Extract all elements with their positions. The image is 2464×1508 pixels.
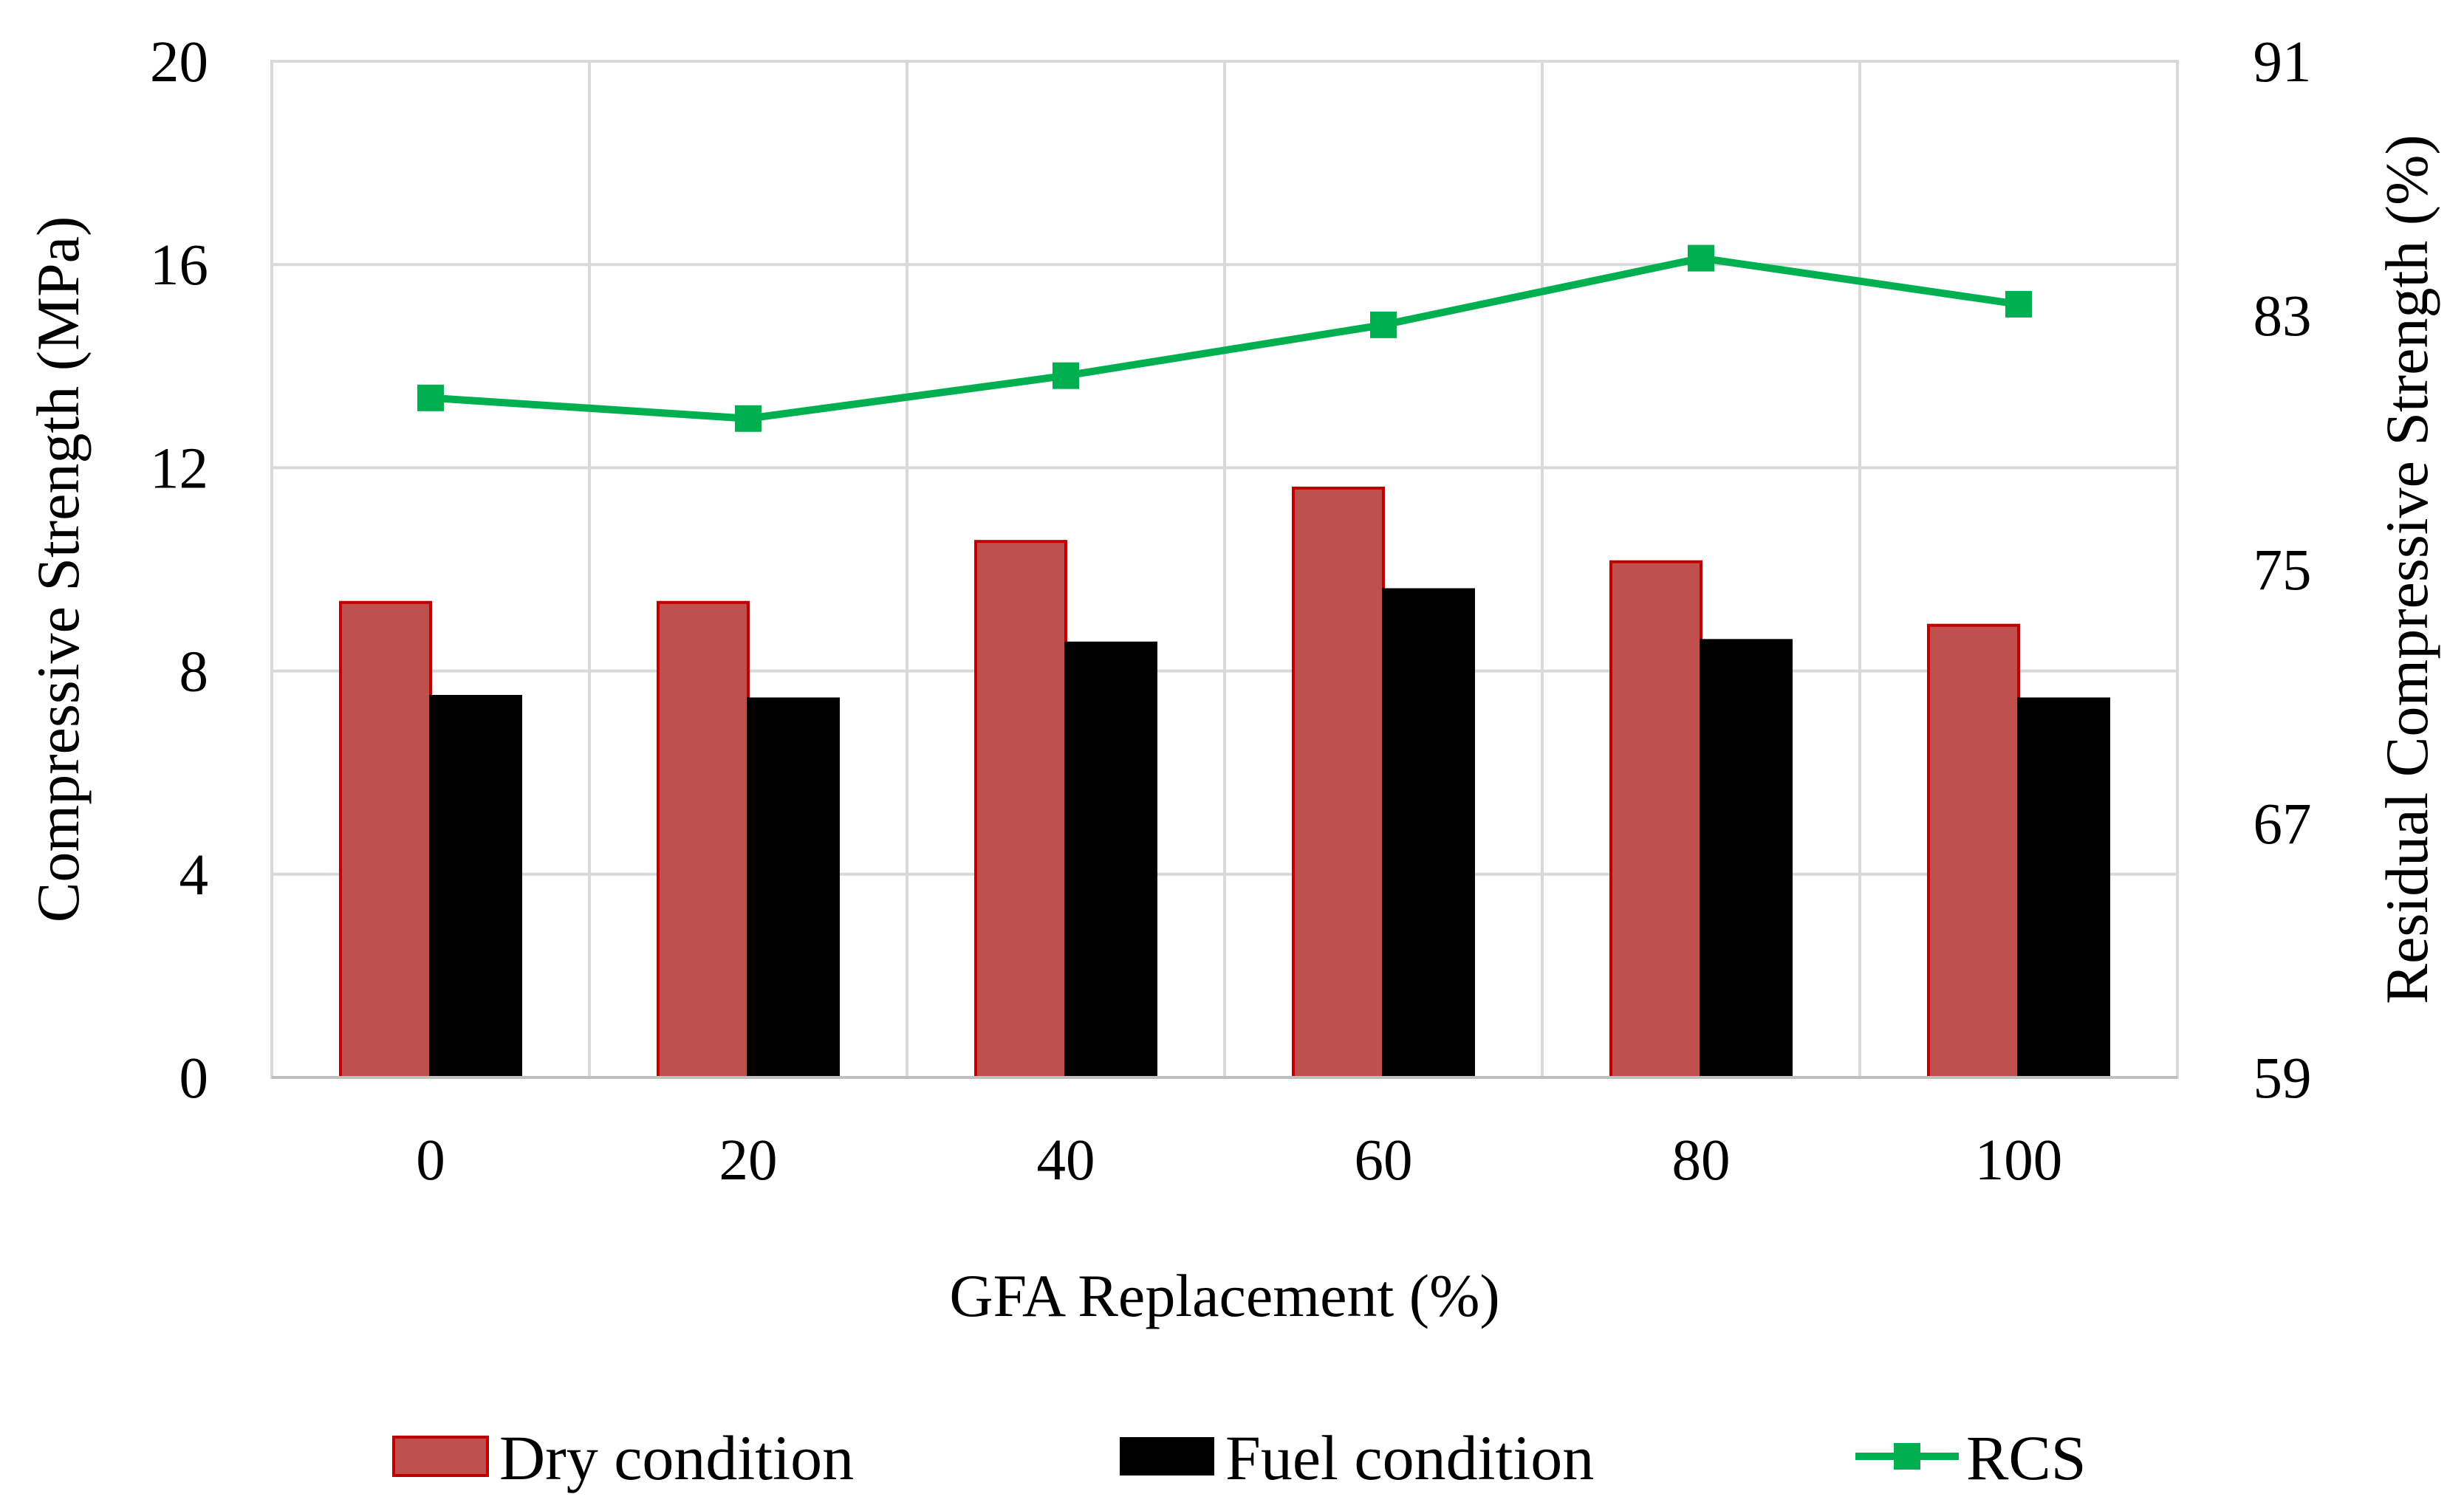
y-tick-label: 8: [179, 640, 209, 705]
legend-label-rcs: RCS: [1966, 1422, 2087, 1493]
y-tick-label: 4: [179, 843, 209, 908]
bar-fuel-condition: [2017, 697, 2110, 1079]
bar-dry-condition: [1292, 486, 1385, 1079]
y-tick-label: 20: [150, 30, 208, 95]
gridlines: [272, 60, 2177, 1077]
y2-tick-label: 91: [2253, 30, 2312, 95]
bar-dry-condition: [1927, 623, 2020, 1079]
legend-label-dry: Dry condition: [499, 1422, 854, 1493]
legend-swatch-dry: [392, 1436, 489, 1477]
bars-layer: [339, 486, 2110, 1079]
bar-dry-condition: [1609, 560, 1702, 1079]
legend-swatch-rcs-marker: [1894, 1443, 1920, 1470]
bar-fuel-condition: [429, 695, 522, 1079]
bar-fuel-condition: [1064, 641, 1157, 1079]
rcs-marker: [1370, 311, 1397, 338]
bar-fuel-condition: [747, 697, 840, 1079]
x-tick-label: 80: [1672, 1128, 1731, 1193]
x-tick-label: 40: [1037, 1128, 1095, 1193]
rcs-marker: [1053, 362, 1079, 389]
rcs-marker: [735, 405, 762, 432]
rcs-marker: [1688, 244, 1714, 272]
y2-axis-ticks: 59 67 75 83 91: [2253, 30, 2312, 1111]
x-axis-title: GFA Replacement (%): [949, 1262, 1499, 1329]
bar-fuel-condition: [1700, 639, 1793, 1079]
y-tick-label: 0: [179, 1046, 209, 1111]
y-tick-label: 12: [150, 436, 208, 501]
y2-axis-title: Residual Compressive Strength (%): [2373, 134, 2440, 1004]
rcs-marker: [417, 384, 444, 411]
y2-tick-label: 67: [2253, 792, 2312, 857]
legend: Dry condition Fuel condition RCS: [392, 1422, 2087, 1493]
legend-swatch-fuel: [1120, 1437, 1214, 1476]
y-axis-ticks: 0 4 8 12 16 20: [150, 30, 208, 1111]
x-tick-label: 20: [719, 1128, 778, 1193]
x-axis-ticks: 0 20 40 60 80 100: [416, 1128, 2062, 1193]
y-tick-label: 16: [150, 233, 208, 298]
rcs-marker: [2005, 290, 2032, 318]
rcs-line: [430, 254, 2019, 422]
rcs-line-layer: [417, 244, 2032, 432]
x-tick-label: 0: [416, 1128, 445, 1193]
y2-tick-label: 83: [2253, 284, 2312, 349]
x-tick-label: 100: [1975, 1128, 2063, 1193]
bar-dry-condition: [339, 600, 432, 1079]
y2-tick-label: 59: [2253, 1046, 2312, 1111]
y2-tick-label: 75: [2253, 538, 2312, 603]
x-tick-label: 60: [1355, 1128, 1413, 1193]
y-axis-title: Compressive Strength (MPa): [24, 216, 92, 923]
bar-dry-condition: [657, 600, 750, 1079]
legend-label-fuel: Fuel condition: [1225, 1422, 1594, 1493]
bar-fuel-condition: [1382, 588, 1475, 1079]
bar-dry-condition: [974, 540, 1067, 1079]
